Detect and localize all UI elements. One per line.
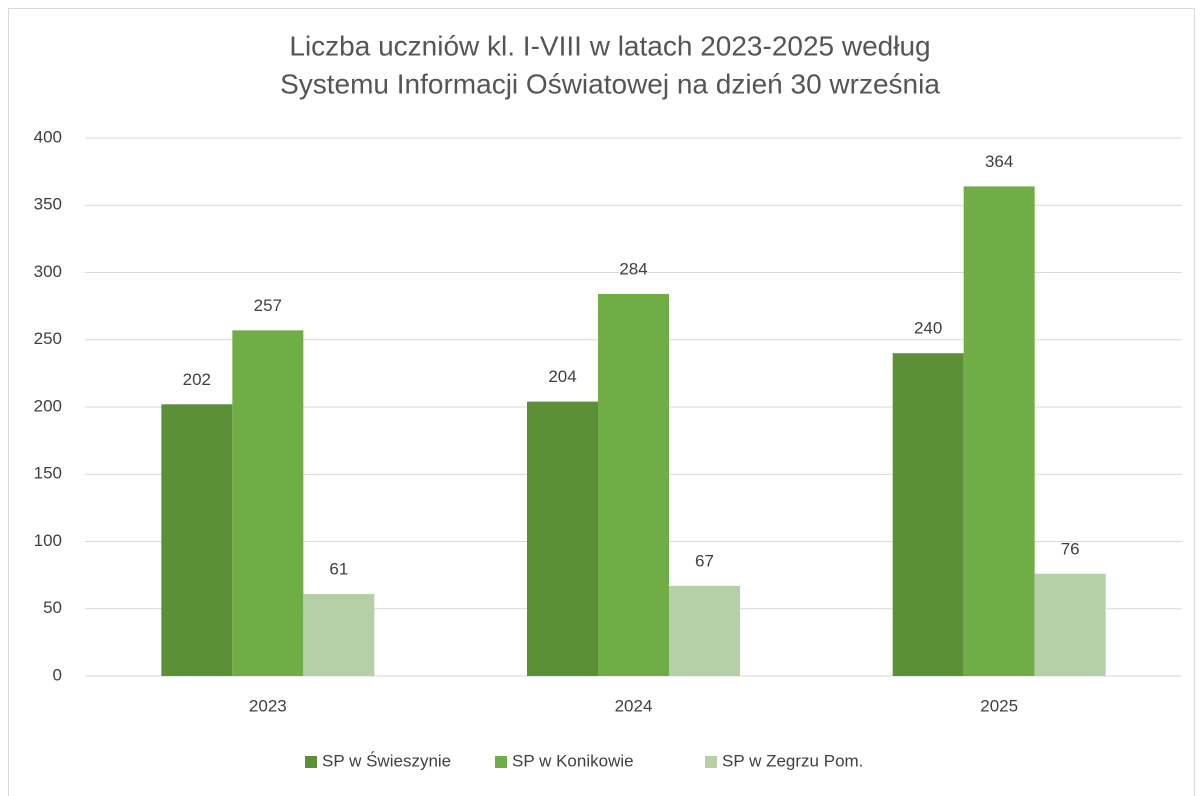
legend-label: SP w Zegrzu Pom. <box>722 751 863 770</box>
x-tick-label: 2025 <box>980 696 1018 715</box>
y-tick-label: 200 <box>34 396 62 415</box>
y-tick-label: 100 <box>34 531 62 550</box>
bar <box>892 353 964 676</box>
y-tick-label: 50 <box>43 598 62 617</box>
data-label: 257 <box>254 296 282 315</box>
chart-title: Liczba uczniów kl. I-VIII w latach 2023-… <box>289 30 930 61</box>
bar <box>232 330 304 676</box>
bar <box>598 294 669 676</box>
legend-swatch <box>705 756 717 768</box>
data-label: 61 <box>329 559 348 578</box>
y-tick-label: 400 <box>34 127 62 146</box>
x-tick-label: 2024 <box>615 696 653 715</box>
x-tick-label: 2023 <box>249 696 287 715</box>
legend-label: SP w Świeszynie <box>322 751 451 770</box>
bar <box>1034 573 1106 676</box>
data-label: 202 <box>183 370 211 389</box>
data-label: 364 <box>985 152 1013 171</box>
data-label: 284 <box>619 260 647 279</box>
bar <box>161 404 233 676</box>
data-label: 240 <box>914 319 942 338</box>
y-tick-label: 350 <box>34 195 62 214</box>
bar <box>527 401 598 676</box>
legend-swatch <box>495 756 507 768</box>
bar <box>963 186 1035 677</box>
data-label: 76 <box>1061 539 1080 558</box>
y-tick-label: 150 <box>34 464 62 483</box>
legend-label: SP w Konikowie <box>512 751 634 770</box>
y-tick-label: 300 <box>34 262 62 281</box>
y-tick-label: 250 <box>34 329 62 348</box>
chart-title: Systemu Informacji Oświatowej na dzień 3… <box>280 68 940 99</box>
data-label: 204 <box>548 367 576 386</box>
legend-swatch <box>305 756 317 768</box>
y-tick-label: 0 <box>53 665 62 684</box>
data-label: 67 <box>695 551 714 570</box>
bar <box>669 585 740 676</box>
bar <box>303 593 375 676</box>
